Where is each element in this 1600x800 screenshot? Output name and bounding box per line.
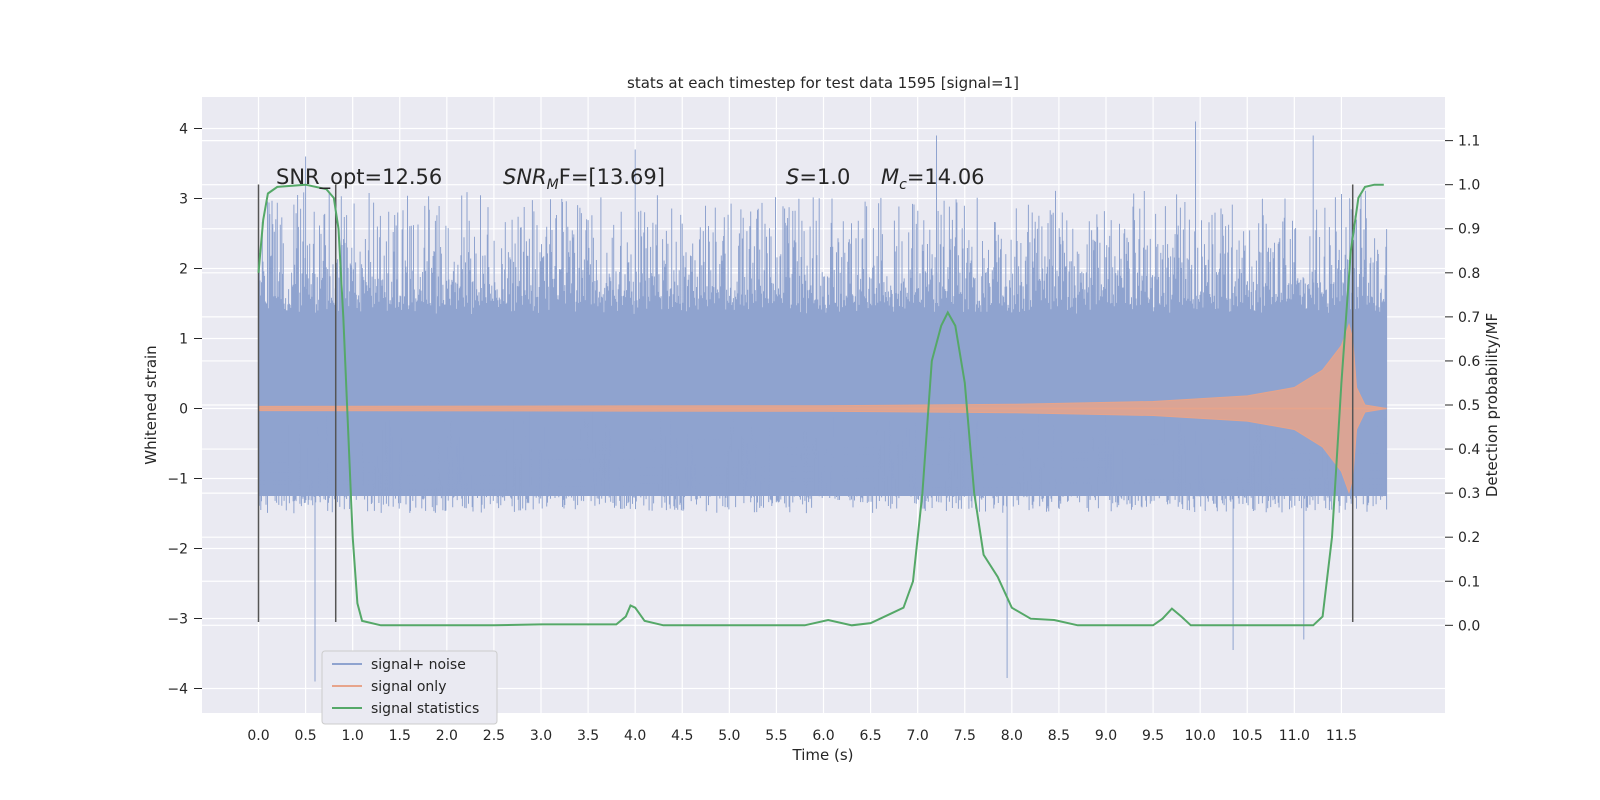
y-tick-label: 3 <box>179 192 188 208</box>
y-tick-label: 0 <box>179 402 188 418</box>
x-tick-label: 3.0 <box>530 728 552 744</box>
signal-only-series <box>258 322 1387 495</box>
x-tick-label: 1.5 <box>389 728 411 744</box>
annotation-mc-value: =14.06 <box>907 165 985 189</box>
vertical-markers <box>257 184 1354 622</box>
y-right-tick-label: 0.9 <box>1458 222 1480 238</box>
annotation-mc-subscript: c <box>899 177 907 193</box>
legend: signal+ noise signal only signal statist… <box>321 650 498 725</box>
x-tick-label: 7.5 <box>954 728 976 744</box>
legend-label-signal-statistics: signal statistics <box>371 701 479 717</box>
x-tick-label: 10.0 <box>1185 728 1216 744</box>
y-right-tick-label: 0.6 <box>1458 354 1480 370</box>
y-right-tick-label: 1.1 <box>1458 134 1480 150</box>
x-tick-label: 2.0 <box>436 728 458 744</box>
y-right-tick-label: 0.3 <box>1458 486 1480 502</box>
annotation-snr-mf-symbol: SNR <box>503 165 547 189</box>
chart-title: stats at each timestep for test data 159… <box>627 74 1019 92</box>
y-right-tick-label: 0.4 <box>1458 442 1480 458</box>
annotation-snr-mf-value: F=[13.69] <box>559 165 665 189</box>
x-tick-label: 7.0 <box>907 728 929 744</box>
annotation-s-value: =1.0 <box>799 165 850 189</box>
x-tick-label: 9.0 <box>1095 728 1117 744</box>
annotation-snr-opt: SNR_opt=12.56 <box>276 165 442 190</box>
x-tick-label: 0.0 <box>247 728 269 744</box>
y-right-tick-label: 0.1 <box>1458 574 1480 590</box>
y-tick-label: 1 <box>179 332 188 348</box>
x-tick-label: 8.0 <box>1001 728 1023 744</box>
y-tick-label: 4 <box>179 122 188 138</box>
y-right-tick-label: 0.2 <box>1458 530 1480 546</box>
x-tick-label: 4.0 <box>624 728 646 744</box>
x-tick-label: 5.0 <box>718 728 740 744</box>
y-tick-label: −1 <box>167 472 188 488</box>
legend-label-signal-noise: signal+ noise <box>371 657 466 673</box>
annotation-s: S=1.0 <box>786 165 850 189</box>
x-tick-label: 10.5 <box>1232 728 1263 744</box>
y-tick-label: −3 <box>167 612 188 628</box>
x-tick-label: 3.5 <box>577 728 599 744</box>
x-tick-label: 9.5 <box>1142 728 1164 744</box>
x-tick-label: 8.5 <box>1048 728 1070 744</box>
x-tick-label: 11.0 <box>1279 728 1310 744</box>
y-axis-right-label: Detection probability/MF <box>1483 313 1501 497</box>
x-tick-label: 5.5 <box>765 728 787 744</box>
signal-statistics-series <box>257 183 1384 627</box>
x-tick-label: 0.5 <box>294 728 316 744</box>
legend-label-signal-only: signal only <box>371 679 446 695</box>
y-right-tick-label: 1.0 <box>1458 178 1480 194</box>
x-tick-label: 6.5 <box>859 728 881 744</box>
x-tick-label: 1.0 <box>342 728 364 744</box>
x-tick-label: 2.5 <box>483 728 505 744</box>
x-tick-label: 6.0 <box>812 728 834 744</box>
annotations: SNR_opt=12.56 SNRMF=[13.69] S=1.0 Mc=14.… <box>276 165 985 193</box>
y-tick-label: −4 <box>167 682 188 698</box>
signal-statistics-line <box>257 183 1384 627</box>
y-axis-label: Whitened strain <box>142 345 160 464</box>
legend-box <box>321 650 498 725</box>
y-right-tick-label: 0.7 <box>1458 310 1480 326</box>
x-tick-label: 11.5 <box>1326 728 1357 744</box>
annotation-snr-mf-subscript: M <box>547 177 559 193</box>
y-tick-label: 2 <box>179 262 188 278</box>
annotation-mc: Mc=14.06 <box>881 165 985 193</box>
x-tick-label: 4.5 <box>671 728 693 744</box>
annotation-snr-mf: SNRMF=[13.69] <box>503 165 665 193</box>
y-right-tick-label: 0.0 <box>1458 618 1480 634</box>
annotation-s-symbol: S <box>786 165 799 189</box>
x-axis-label: Time (s) <box>792 746 854 764</box>
annotation-mc-symbol: M <box>881 165 899 189</box>
y-tick-label: −2 <box>167 542 188 558</box>
y-right-tick-label: 0.5 <box>1458 398 1480 414</box>
y-right-tick-label: 0.8 <box>1458 266 1480 282</box>
tick-labels: 0.0 0.5 1.0 1.5 2.0 2.5 3.0 3.5 4.0 4.5 5.0 5.5 6.0 6… <box>167 122 1480 745</box>
